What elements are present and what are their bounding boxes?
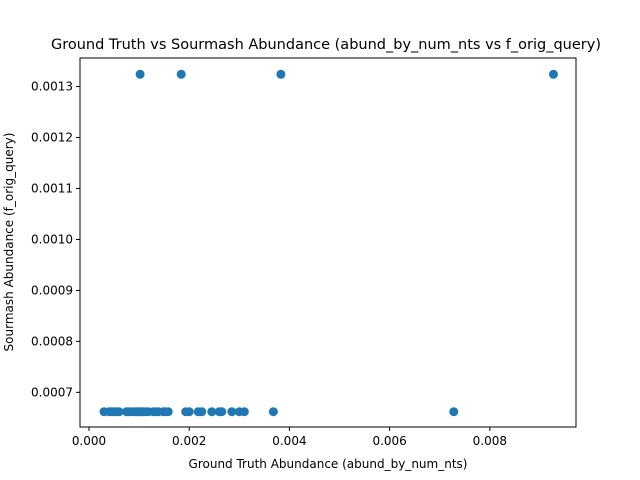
data-point <box>239 407 249 417</box>
data-point <box>135 69 145 79</box>
y-tick-label: 0.0012 <box>31 131 73 145</box>
data-point <box>176 69 186 79</box>
data-point <box>163 407 173 417</box>
y-tick-label: 0.0013 <box>31 80 73 94</box>
data-point <box>197 407 207 417</box>
x-tick-label: 0.008 <box>473 434 507 448</box>
y-axis-ticks: 0.0007 0.0008 0.0009 0.0010 0.0011 0.0012 0.00… <box>31 80 80 399</box>
y-axis-label: Sourmash Abundance (f_orig_query) <box>2 133 16 352</box>
x-axis-ticks: 0.000 0.002 0.004 0.006 0.008 <box>72 427 507 448</box>
y-tick-label: 0.0009 <box>31 283 73 297</box>
y-tick-label: 0.0007 <box>31 385 73 399</box>
data-point <box>227 407 237 417</box>
data-points <box>99 69 558 417</box>
data-point <box>276 69 286 79</box>
x-tick-label: 0.004 <box>272 434 306 448</box>
data-point <box>184 407 194 417</box>
data-point <box>268 407 278 417</box>
data-point <box>449 407 459 417</box>
y-tick-label: 0.0008 <box>31 334 73 348</box>
x-tick-label: 0.002 <box>172 434 206 448</box>
y-tick-label: 0.0011 <box>31 181 73 195</box>
x-tick-label: 0.000 <box>72 434 106 448</box>
chart-title: Ground Truth vs Sourmash Abundance (abun… <box>51 37 601 53</box>
x-axis-label: Ground Truth Abundance (abund_by_num_nts… <box>189 457 468 471</box>
plot-frame <box>79 57 577 428</box>
data-point <box>114 407 124 417</box>
y-tick-label: 0.0010 <box>31 232 73 246</box>
data-point <box>548 69 558 79</box>
data-point <box>207 407 217 417</box>
data-point <box>217 407 227 417</box>
x-tick-label: 0.006 <box>372 434 406 448</box>
